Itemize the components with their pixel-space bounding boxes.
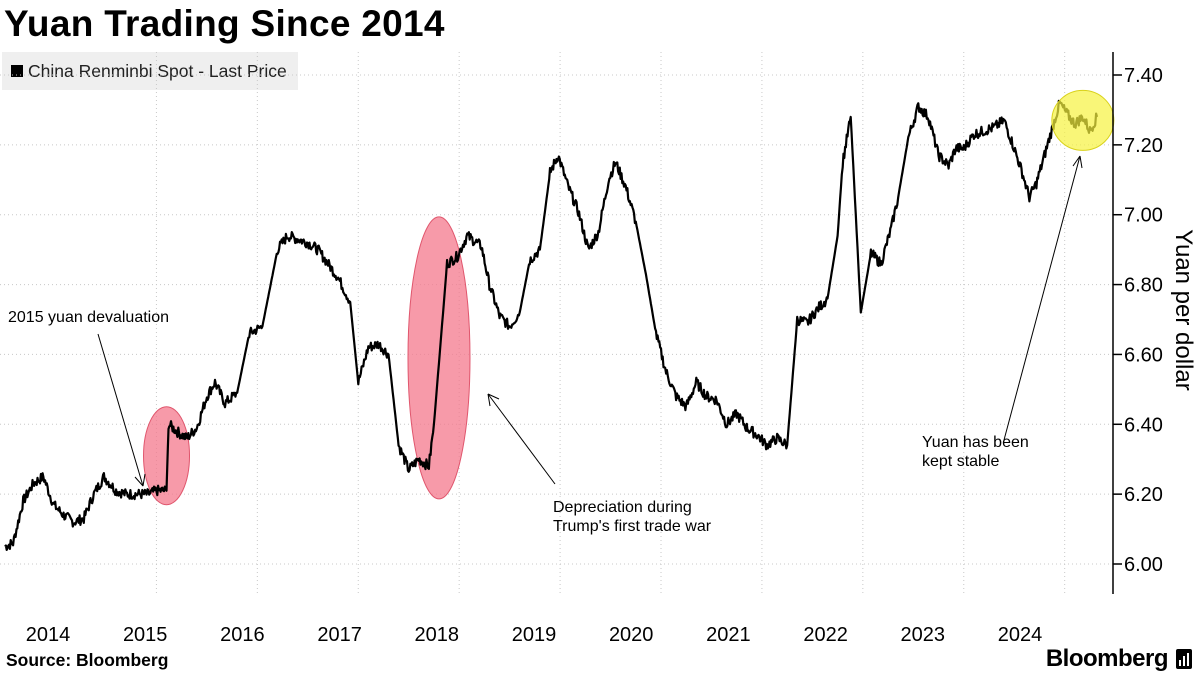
bloomberg-icon: [1176, 649, 1192, 669]
x-tick-label: 2022: [803, 624, 848, 646]
x-ticks: 2014 2015 2016 2017 2018 2019 2020 2021 2022 2023…: [26, 624, 1043, 646]
x-tick-label: 2019: [512, 624, 557, 646]
y-tick-label: 7.40: [1124, 65, 1163, 87]
y-tick-label: 7.00: [1124, 205, 1163, 227]
annotation-trade-war-line2: Trump's first trade war: [553, 518, 712, 535]
x-tick-label: 2021: [706, 624, 751, 646]
y-axis-label: Yuan per dollar: [1170, 229, 1197, 390]
annotation-trade-war-line1: Depreciation during: [553, 499, 692, 516]
chart-title: Yuan Trading Since 2014: [4, 3, 445, 44]
annotation-stable-line1: Yuan has been: [922, 434, 1029, 451]
y-tick-label: 6.20: [1124, 484, 1163, 506]
annotation-devaluation: 2015 yuan devaluation: [8, 309, 169, 326]
x-tick-label: 2024: [998, 624, 1043, 646]
x-tick-label: 2018: [415, 624, 460, 646]
x-tick-label: 2015: [123, 624, 168, 646]
annotation-arrowhead-devaluation: [134, 473, 146, 487]
yellow-overlay: [1051, 89, 1115, 151]
series-line: [4, 99, 1099, 551]
x-tick-label: 2020: [609, 624, 654, 646]
brand-logo: Bloomberg: [1046, 645, 1192, 673]
annotation-arrowhead-trade-war: [487, 393, 500, 407]
y-tick-label: 6.60: [1124, 344, 1163, 366]
source-label: Source: Bloomberg: [6, 650, 169, 670]
y-tick-label: 6.00: [1124, 554, 1163, 576]
x-tick-label: 2016: [220, 624, 265, 646]
annotation-arrow-trade-war: [487, 393, 556, 485]
annotation-arrow-devaluation: [97, 333, 144, 487]
x-tick-label: 2014: [26, 624, 71, 646]
y-tick-label: 6.80: [1124, 275, 1163, 297]
x-tick-label: 2017: [317, 624, 362, 646]
y-ticks: 6.00 6.20 6.40 6.60 6.80 7.00 7.20 7.40: [1113, 65, 1163, 576]
y-tick-label: 6.40: [1124, 414, 1163, 436]
highlight-stable: [1051, 89, 1115, 151]
y-tick-label: 7.20: [1124, 135, 1163, 157]
gridlines: [0, 52, 1113, 594]
annotation-stable-line2: kept stable: [922, 453, 999, 470]
annotation-arrowhead-stable: [1072, 155, 1083, 169]
x-tick-label: 2023: [901, 624, 946, 646]
annotation-arrow-stable: [1003, 155, 1081, 441]
brand-name: Bloomberg: [1045, 645, 1169, 672]
legend-swatch: [11, 65, 23, 77]
